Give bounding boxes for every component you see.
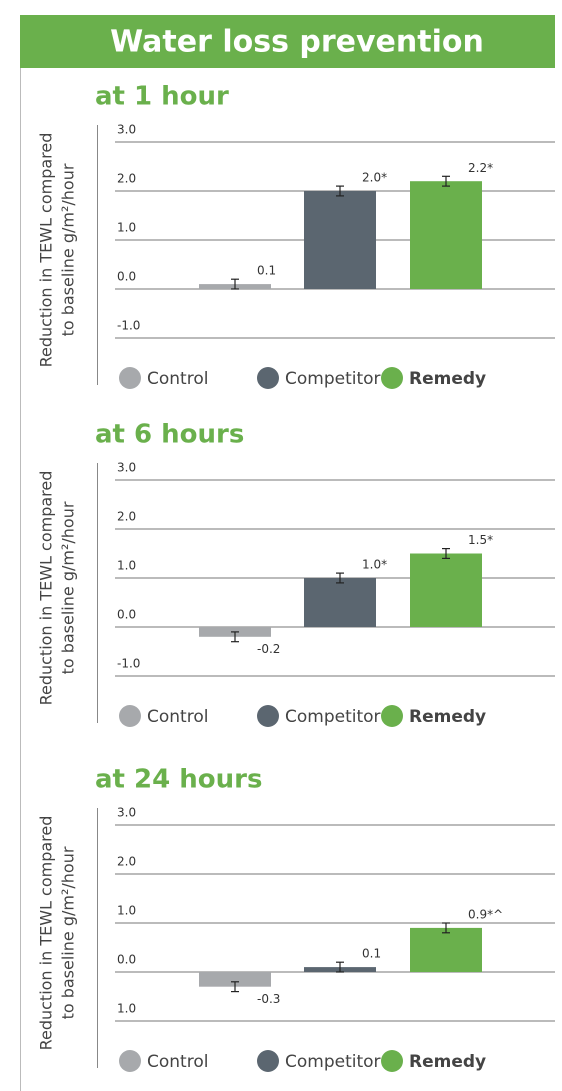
legend-swatch	[381, 367, 403, 389]
legend-label: Competitor	[285, 1052, 381, 1072]
y-axis-label: Reduction in TEWL compared to baseline g/…	[37, 471, 78, 706]
y-tick-label: 1.0	[117, 904, 136, 918]
y-tick-label: 0.0	[117, 953, 136, 967]
legend-label: Control	[147, 1052, 208, 1072]
legend-label: Control	[147, 707, 208, 727]
y-axis-label-line: to baseline g/m²/hour	[59, 501, 78, 674]
legend-label: Remedy	[409, 1052, 486, 1072]
chart-subtitle: at 6 hours	[95, 420, 244, 450]
legend-label: Competitor	[285, 707, 381, 727]
legend-label: Control	[147, 369, 208, 389]
y-axis-label-line: Reduction in TEWL compared	[37, 816, 56, 1051]
y-tick-label: 1.0	[117, 1002, 136, 1016]
y-axis-label-line: to baseline g/m²/hour	[59, 846, 78, 1019]
y-axis-label-line: Reduction in TEWL compared	[37, 471, 56, 706]
legend-label: Remedy	[409, 369, 486, 389]
error-bar	[336, 572, 344, 584]
y-tick-label: 2.0	[117, 510, 136, 524]
y-tick-label: 3.0	[117, 461, 136, 475]
value-label: 1.0*	[362, 558, 387, 572]
value-label: -0.3	[257, 992, 280, 1006]
error-bar	[231, 981, 239, 993]
legend-label: Competitor	[285, 369, 381, 389]
value-label: 2.0*	[362, 171, 387, 185]
bar	[199, 972, 271, 987]
error-bar	[442, 547, 450, 560]
header-band	[20, 15, 555, 68]
legend-swatch	[257, 367, 279, 389]
error-bar	[336, 961, 344, 973]
bar	[410, 553, 482, 627]
legend-swatch	[119, 1050, 141, 1072]
error-bar	[442, 922, 450, 934]
value-label: 0.9*^	[468, 908, 503, 922]
y-tick-label: -1.0	[117, 657, 140, 671]
y-tick-label: 0.0	[117, 608, 136, 622]
legend-swatch	[381, 705, 403, 727]
error-bar	[231, 278, 239, 290]
value-label: 0.1	[257, 264, 276, 278]
y-axis-label-line: Reduction in TEWL compared	[37, 133, 56, 368]
y-tick-label: 2.0	[117, 855, 136, 869]
bar	[304, 191, 376, 289]
bar	[410, 927, 482, 972]
y-axis-label: Reduction in TEWL compared to baseline g/…	[37, 133, 78, 368]
bar	[304, 578, 376, 627]
value-label: -0.2	[257, 642, 280, 656]
legend-swatch	[381, 1050, 403, 1072]
legend-swatch	[257, 1050, 279, 1072]
chart-subtitle: at 1 hour	[95, 82, 229, 112]
bar	[410, 181, 482, 289]
y-axis-label: Reduction in TEWL compared to baseline g/…	[37, 816, 78, 1051]
y-axis-label-line: to baseline g/m²/hour	[59, 163, 78, 336]
y-tick-label: -1.0	[117, 319, 140, 333]
y-tick-label: 3.0	[117, 123, 136, 137]
legend-swatch	[257, 705, 279, 727]
page-title: Water loss prevention	[110, 25, 484, 60]
legend-swatch	[119, 705, 141, 727]
chart-subtitle: at 24 hours	[95, 765, 262, 795]
y-tick-label: 0.0	[117, 270, 136, 284]
value-label: 1.5*	[468, 533, 493, 547]
y-tick-label: 1.0	[117, 559, 136, 573]
y-tick-label: 3.0	[117, 806, 136, 820]
value-label: 0.1	[362, 947, 381, 961]
error-bar	[336, 185, 344, 197]
legend-swatch	[119, 367, 141, 389]
y-tick-label: 2.0	[117, 172, 136, 186]
error-bar	[231, 631, 239, 643]
error-bar	[442, 175, 450, 187]
value-label: 2.2*	[468, 161, 493, 175]
y-tick-label: 1.0	[117, 221, 136, 235]
legend-label: Remedy	[409, 707, 486, 727]
